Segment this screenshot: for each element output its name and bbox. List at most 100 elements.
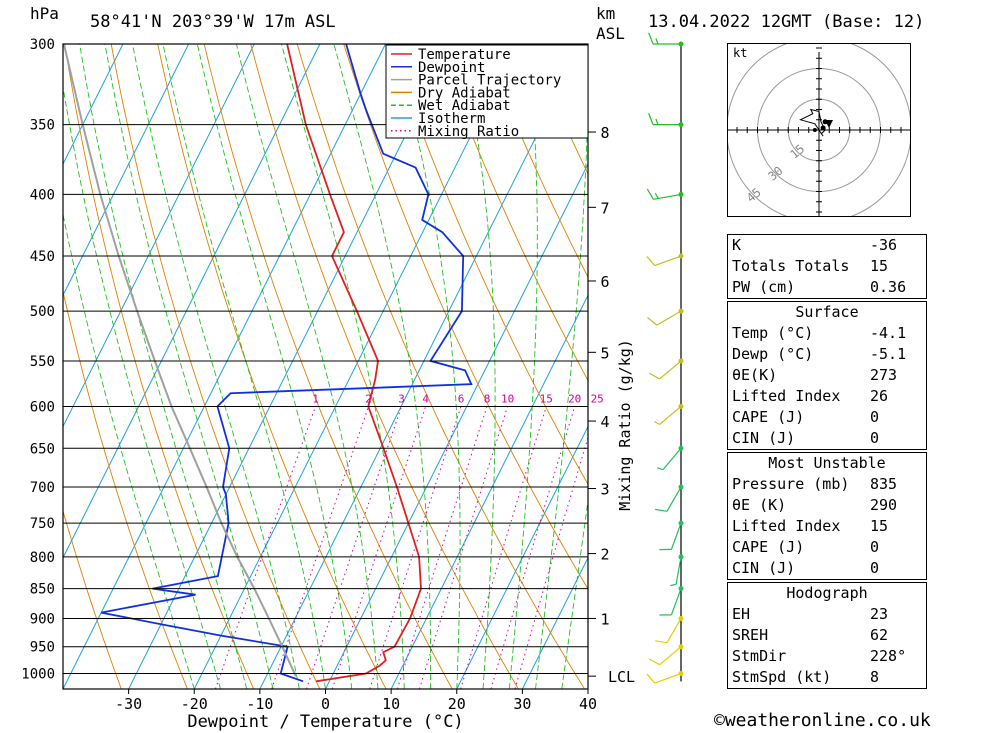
km-tick-label: 8 xyxy=(600,124,609,142)
mixing-ratio-label: 10 xyxy=(501,392,514,405)
wind-barb xyxy=(654,403,684,425)
wind-barb xyxy=(657,445,684,471)
dry-adiabat-line xyxy=(296,44,585,689)
index-row: PW (cm) 0.36 xyxy=(728,277,927,299)
legend-label: Parcel Trajectory xyxy=(418,73,561,89)
index-row: CAPE (J) 0 xyxy=(728,537,927,558)
index-value: -36 xyxy=(870,236,898,254)
isotherm-line xyxy=(259,44,583,689)
index-label: Temp (°C) xyxy=(732,324,814,342)
legend-box xyxy=(385,44,589,139)
legend-label: Temperature xyxy=(418,47,511,63)
isotherm-line xyxy=(456,425,588,689)
mixing-ratio-label: 20 xyxy=(568,392,581,405)
isotherm-line xyxy=(521,556,588,689)
km-unit-label: km xyxy=(596,4,616,23)
wind-barb-flag xyxy=(654,420,660,425)
index-value: 0 xyxy=(870,559,880,577)
wind-barb xyxy=(647,308,684,326)
pressure-tick-label: 900 xyxy=(30,611,55,627)
wind-barb-staff xyxy=(654,255,682,267)
mixing-ratio-label: 2 xyxy=(365,392,372,405)
wind-level-dot xyxy=(678,644,684,650)
wind-barb xyxy=(648,644,684,666)
km-tick-label: 6 xyxy=(600,273,609,291)
temperature-tick-label: 0 xyxy=(321,695,330,713)
wind-level-dot xyxy=(678,41,684,47)
wind-level-dot xyxy=(678,358,684,364)
index-row: θE (K) 290 xyxy=(728,495,927,516)
index-row: Lifted Index 15 xyxy=(728,516,927,537)
temperature-tick-label: -20 xyxy=(181,695,208,713)
index-row: EH 23 xyxy=(728,604,927,625)
pressure-tick-label: 950 xyxy=(30,640,55,656)
wind-level-dot xyxy=(678,403,684,409)
wind-barb-flag xyxy=(648,113,654,125)
index-row: θE(K) 273 xyxy=(728,365,927,386)
wind-barb xyxy=(648,113,684,128)
index-value: 62 xyxy=(870,626,889,644)
indices-top-table: K -36 Totals Totals 15 PW (cm) 0.36 xyxy=(727,234,927,299)
isotherm-line xyxy=(193,44,518,689)
hodograph-ring-label: 15 xyxy=(787,142,807,162)
index-value: 0 xyxy=(870,408,880,426)
km-tick-label: 4 xyxy=(600,413,609,431)
wind-barb xyxy=(648,358,684,380)
mixing-ratio-label: 4 xyxy=(422,392,429,405)
wet-adiabat-line xyxy=(561,497,588,689)
isotherm-line xyxy=(63,44,190,297)
index-row: Lifted Index 26 xyxy=(728,386,927,407)
wind-barb-staff xyxy=(666,618,682,644)
index-value: 15 xyxy=(870,257,889,275)
index-row: SREH 62 xyxy=(728,625,927,646)
wind-level-dot xyxy=(678,308,684,314)
dry-adiabat-line xyxy=(995,44,1000,689)
wet-adiabat-line xyxy=(508,44,538,689)
mixing-ratio-label: 15 xyxy=(540,392,553,405)
wind-barb xyxy=(655,484,684,512)
wet-adiabat-line xyxy=(196,44,353,689)
temperature-tick-label: 30 xyxy=(513,695,531,713)
index-row: Dewp (°C) -5.1 xyxy=(728,344,927,365)
indices-panel: K -36 Totals Totals 15 PW (cm) 0.36 Surface Tem… xyxy=(727,234,927,689)
pressure-tick-label: 350 xyxy=(30,118,55,134)
most-unstable-table: Most Unstable Pressure (mb) 835 θE (K) 290 Li… xyxy=(727,452,927,580)
plot-frame xyxy=(62,43,589,690)
isotherm-line xyxy=(63,44,255,428)
wet-adiabat-line xyxy=(79,44,248,689)
wind-barb xyxy=(670,554,684,587)
index-label: Pressure (mb) xyxy=(732,475,850,493)
wet-adiabat-line xyxy=(63,211,195,689)
wind-barb xyxy=(646,188,684,200)
pressure-tick-label: 550 xyxy=(30,354,55,370)
dry-adiabat-line xyxy=(64,44,255,689)
datetime-title: 13.04.2022 12GMT (Base: 12) xyxy=(648,12,925,32)
hodograph-indices-table: Hodograph EH 23 SREH 62 StmDir 228° StmSpd (kt)… xyxy=(727,582,927,689)
index-label: CIN (J) xyxy=(732,559,796,577)
pressure-tick-label: 300 xyxy=(30,37,55,53)
temperature-tick-label: 40 xyxy=(579,695,597,713)
hodograph-ring-label: 30 xyxy=(765,163,785,183)
pressure-tick-label: 400 xyxy=(30,187,55,203)
dry-adiabat-line xyxy=(157,44,387,689)
wet-adiabat-line xyxy=(281,44,405,689)
pressure-tick-label: 750 xyxy=(30,516,55,532)
wind-barb-flag xyxy=(655,38,659,45)
index-value: 835 xyxy=(870,475,898,493)
pressure-tick-label: 800 xyxy=(30,550,55,566)
wind-barb xyxy=(659,586,684,616)
wind-barb-flag xyxy=(654,192,659,199)
legend-label: Dewpoint xyxy=(418,60,485,76)
wind-barb xyxy=(646,671,684,684)
wind-level-dot xyxy=(678,554,684,560)
wind-barb-staff xyxy=(662,447,682,471)
temperature-tick-label: -30 xyxy=(115,695,142,713)
index-label: CAPE (J) xyxy=(732,408,805,426)
index-value: 26 xyxy=(870,387,889,405)
index-label: θE(K) xyxy=(732,366,778,384)
mixing-ratio-line xyxy=(306,406,402,689)
wet-adiabat-line xyxy=(63,84,221,689)
wind-barb-staff xyxy=(659,360,682,380)
